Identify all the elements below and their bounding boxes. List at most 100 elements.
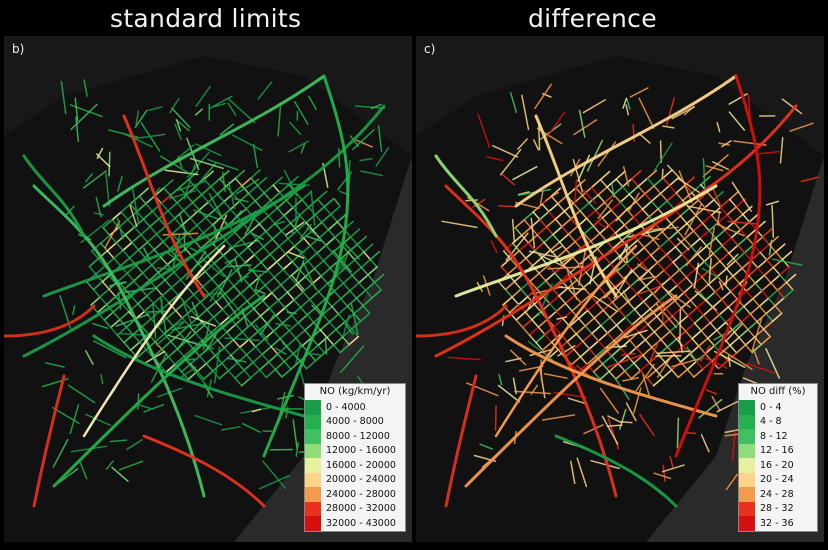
- street-grid: [416, 74, 819, 508]
- street-segment: [734, 251, 746, 262]
- street-segment: [234, 258, 243, 283]
- street-segment: [136, 210, 145, 220]
- street-segment: [718, 314, 727, 324]
- street-segment: [524, 311, 533, 321]
- street-segment: [230, 292, 242, 303]
- street-segment: [274, 368, 283, 378]
- street-segment: [652, 239, 661, 248]
- street-segment: [315, 298, 327, 308]
- street-segment: [775, 251, 784, 261]
- street-segment: [156, 325, 165, 335]
- street-segment: [565, 240, 577, 251]
- street-segment: [549, 303, 558, 313]
- street-segment: [202, 292, 222, 296]
- street-segment: [530, 217, 536, 249]
- major-road: [534, 114, 618, 298]
- street-segment: [194, 324, 206, 334]
- street-segment: [226, 269, 238, 280]
- street-segment: [536, 226, 548, 236]
- street-segment: [189, 355, 201, 365]
- legend-row: 8000 - 12000: [305, 429, 405, 444]
- street-segment: [264, 284, 273, 294]
- street-segment: [637, 263, 649, 273]
- street-segment: [146, 295, 155, 305]
- street-segment: [221, 362, 230, 372]
- street-segment: [327, 229, 336, 239]
- street-segment: [207, 339, 219, 349]
- street-segment: [213, 346, 221, 384]
- street-segment: [598, 286, 607, 296]
- street-segment: [642, 346, 653, 357]
- street-segment: [601, 355, 613, 365]
- legend-label: 12 - 16: [760, 445, 794, 457]
- street-segment: [335, 328, 344, 338]
- street-segment: [568, 325, 577, 335]
- street-segment: [207, 347, 216, 357]
- street-segment: [661, 369, 673, 379]
- street-segment: [504, 288, 513, 298]
- street-segment: [314, 214, 323, 224]
- street-segment: [201, 278, 213, 288]
- street-segment: [99, 234, 111, 245]
- street-segment: [677, 368, 689, 379]
- street-segment: [220, 270, 229, 280]
- street-segment: [218, 369, 230, 380]
- street-segment: [668, 230, 679, 241]
- street-segment: [299, 298, 311, 309]
- street-segment: [681, 253, 690, 263]
- street-segment: [743, 305, 752, 315]
- street-segment: [137, 249, 146, 259]
- street-segment: [774, 305, 783, 315]
- street-segment: [214, 200, 225, 211]
- street-segment: [657, 200, 668, 210]
- street-segment: [173, 217, 182, 227]
- street-segment: [597, 199, 613, 220]
- street-segment: [615, 207, 630, 222]
- street-segment: [179, 270, 191, 281]
- street-segment: [283, 360, 292, 370]
- street-segment: [142, 210, 154, 220]
- street-segment: [695, 360, 704, 370]
- street-segment: [509, 257, 518, 267]
- street-segment: [768, 239, 773, 256]
- street-segment: [607, 354, 642, 368]
- panel-title-difference: difference: [528, 4, 657, 33]
- street-segment: [603, 255, 612, 265]
- street-segment: [234, 369, 245, 379]
- legend-label: 24000 - 28000: [326, 488, 396, 500]
- street-segment: [278, 245, 287, 255]
- street-segment: [128, 249, 140, 259]
- street-segment: [340, 345, 365, 373]
- street-segment: [645, 231, 654, 241]
- street-segment: [661, 168, 664, 180]
- street-segment: [170, 340, 179, 350]
- street-segment: [183, 293, 195, 304]
- street-segment: [274, 214, 285, 225]
- street-segment: [204, 262, 216, 273]
- street-segment: [490, 240, 498, 254]
- street-segment: [656, 350, 691, 354]
- street-segment: [333, 197, 341, 206]
- street-segment: [708, 257, 712, 283]
- street-segment: [234, 315, 246, 326]
- street-segment: [267, 215, 276, 225]
- major-road: [92, 334, 306, 418]
- street-segment: [308, 95, 317, 111]
- street-segment: [631, 316, 642, 326]
- street-segment: [765, 304, 776, 315]
- street-segment: [587, 248, 599, 258]
- street-segment: [137, 295, 148, 305]
- street-segment: [254, 192, 265, 202]
- street-segment: [252, 143, 259, 169]
- street-segment: [779, 136, 784, 164]
- street-segment: [205, 354, 217, 365]
- street-segment: [261, 353, 270, 363]
- street-segment: [567, 397, 587, 405]
- street-segment: [562, 256, 574, 266]
- street-segment: [601, 217, 610, 227]
- street-segment: [625, 402, 637, 422]
- street-segment: [276, 207, 285, 217]
- street-segment: [549, 249, 558, 259]
- street-segment: [284, 299, 295, 309]
- street-segment: [539, 190, 544, 206]
